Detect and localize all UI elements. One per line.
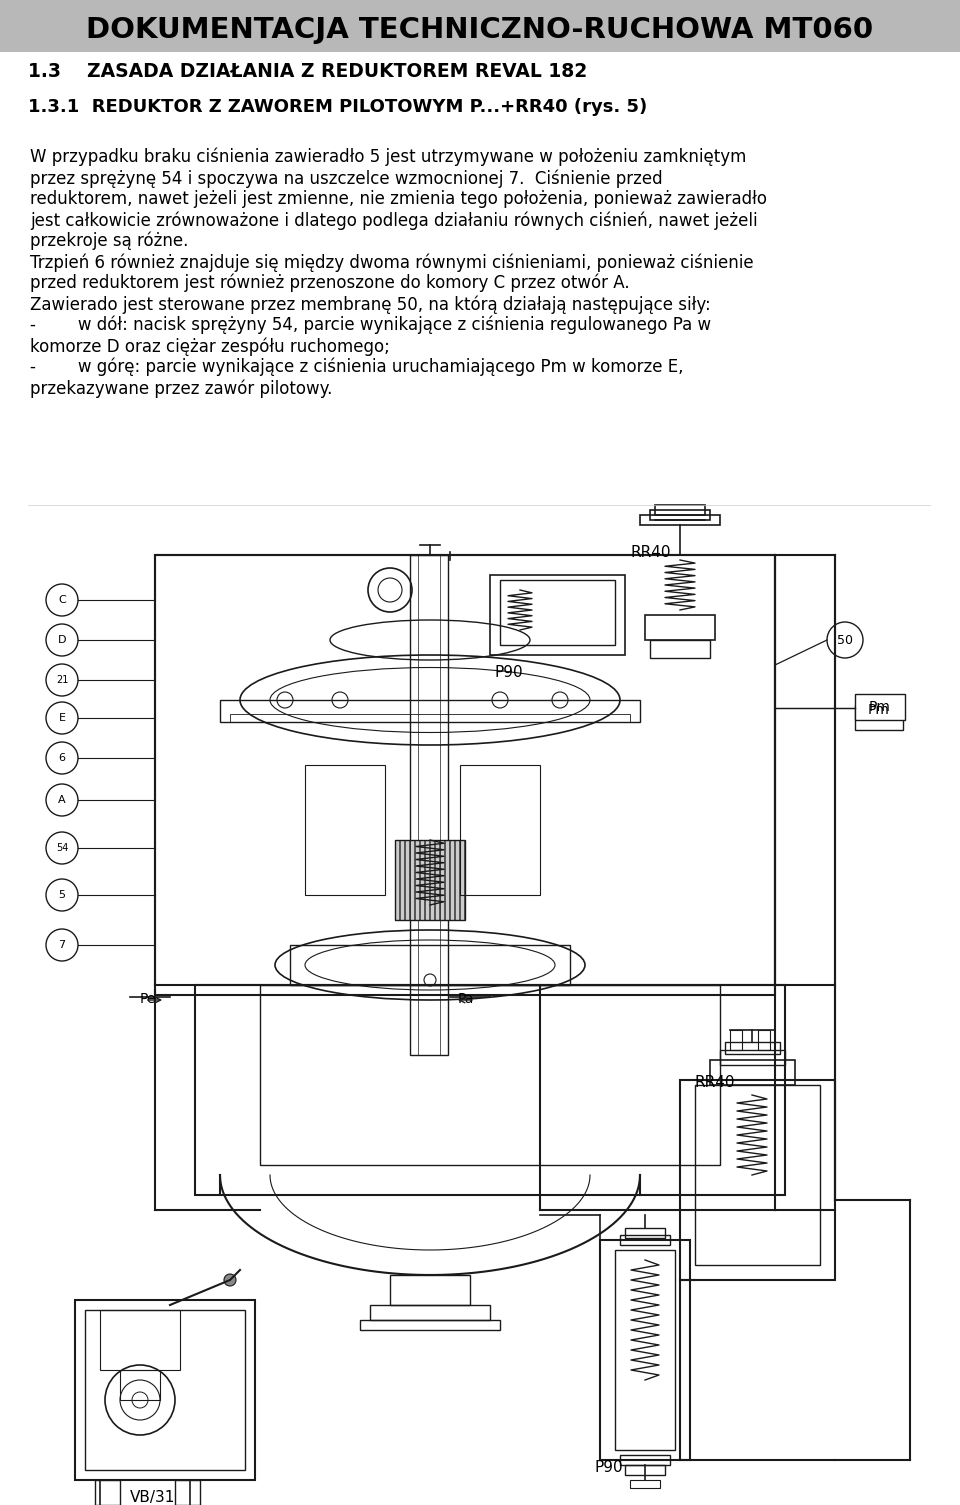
Bar xyxy=(500,579,615,646)
Text: komorze D oraz ciężar zespółu ruchomego;: komorze D oraz ciężar zespółu ruchomego; xyxy=(30,337,390,355)
Text: 54: 54 xyxy=(56,843,68,853)
Bar xyxy=(405,840,409,920)
Bar xyxy=(410,840,414,920)
Bar xyxy=(445,840,449,920)
Bar xyxy=(360,1320,500,1330)
Text: W przypadku braku ciśnienia zawieradło 5 jest utrzymywane w położeniu zamkniętym: W przypadku braku ciśnienia zawieradło 5… xyxy=(30,147,746,167)
Text: Pa: Pa xyxy=(458,992,474,1005)
Bar xyxy=(220,700,640,722)
Bar xyxy=(630,1479,660,1488)
Bar xyxy=(370,1305,490,1320)
Bar xyxy=(725,1041,780,1053)
Text: jest całkowicie zrównoważone i dlatego podlega działaniu równych ciśnień, nawet : jest całkowicie zrównoważone i dlatego p… xyxy=(30,211,757,229)
Bar xyxy=(720,1050,785,1066)
Bar xyxy=(120,1370,160,1400)
Bar xyxy=(600,1240,690,1460)
Bar xyxy=(420,840,424,920)
Bar xyxy=(855,704,903,730)
Bar xyxy=(175,1479,200,1505)
Bar xyxy=(395,840,399,920)
Text: przed reduktorem jest również przenoszone do komory C przez otwór A.: przed reduktorem jest również przenoszon… xyxy=(30,274,630,292)
Bar xyxy=(410,555,448,1055)
Text: -        w górę: parcie wynikające z ciśnienia uruchamiającego Pm w komorze E,: - w górę: parcie wynikające z ciśnienia … xyxy=(30,358,684,376)
Bar xyxy=(695,1085,820,1266)
Text: 5: 5 xyxy=(59,889,65,900)
Text: przekazywane przez zawór pilotowy.: przekazywane przez zawór pilotowy. xyxy=(30,379,332,397)
Bar xyxy=(400,840,404,920)
Bar xyxy=(645,616,715,640)
Bar xyxy=(625,1464,665,1475)
Bar xyxy=(195,984,785,1195)
Text: Pm: Pm xyxy=(868,703,890,716)
Bar xyxy=(655,506,705,515)
Text: reduktorem, nawet jeżeli jest zmienne, nie zmienia tego położenia, ponieważ zawi: reduktorem, nawet jeżeli jest zmienne, n… xyxy=(30,190,767,208)
Bar xyxy=(390,1275,470,1305)
Bar xyxy=(855,694,905,719)
Bar xyxy=(430,840,434,920)
Text: P90: P90 xyxy=(595,1460,624,1475)
Text: Trzpień 6 również znajduje się między dwoma równymi ciśnieniami, ponieważ ciśnie: Trzpień 6 również znajduje się między dw… xyxy=(30,253,754,271)
Bar xyxy=(0,0,960,53)
Bar xyxy=(650,640,710,658)
Text: 1.3    ZASADA DZIAŁANIA Z REDUKTOREM REVAL 182: 1.3 ZASADA DZIAŁANIA Z REDUKTOREM REVAL … xyxy=(28,62,588,81)
Text: 7: 7 xyxy=(59,941,65,950)
Circle shape xyxy=(224,1275,236,1285)
Text: E: E xyxy=(59,713,65,722)
Bar xyxy=(230,713,630,722)
Bar xyxy=(155,555,775,995)
Text: Pe: Pe xyxy=(140,992,156,1005)
Bar xyxy=(620,1455,670,1464)
Bar xyxy=(305,765,385,895)
Bar xyxy=(260,984,720,1165)
Bar xyxy=(460,765,540,895)
Bar xyxy=(418,555,440,1055)
Bar xyxy=(95,1479,120,1505)
Bar xyxy=(450,840,454,920)
Bar xyxy=(640,515,720,525)
Bar xyxy=(440,840,444,920)
Text: przekroje są różne.: przekroje są różne. xyxy=(30,232,188,250)
Bar xyxy=(615,1251,675,1449)
Bar xyxy=(395,840,465,920)
Bar xyxy=(758,1029,770,1050)
Bar xyxy=(75,1300,255,1479)
Text: Pm: Pm xyxy=(869,700,891,713)
Text: RR40: RR40 xyxy=(695,1075,735,1090)
Bar xyxy=(435,840,439,920)
Text: -        w dół: nacisk sprężyny 54, parcie wynikające z ciśnienia regulowanego P: - w dół: nacisk sprężyny 54, parcie wyni… xyxy=(30,316,711,334)
Bar xyxy=(620,1236,670,1245)
Text: RR40: RR40 xyxy=(630,545,670,560)
Bar xyxy=(625,1228,665,1239)
Bar xyxy=(650,510,710,521)
Bar xyxy=(710,1060,795,1085)
Text: C: C xyxy=(59,594,66,605)
Text: przez sprężynę 54 i spoczywa na uszczelce wzmocnionej 7.  Ciśnienie przed: przez sprężynę 54 i spoczywa na uszczelc… xyxy=(30,169,662,188)
Text: Zawierado jest sterowane przez membranę 50, na którą działają następujące siły:: Zawierado jest sterowane przez membranę … xyxy=(30,295,710,313)
Text: 50: 50 xyxy=(837,634,853,647)
Text: D: D xyxy=(58,635,66,646)
Text: DOKUMENTACJA TECHNICZNO-RUCHOWA MT060: DOKUMENTACJA TECHNICZNO-RUCHOWA MT060 xyxy=(86,17,874,44)
Bar xyxy=(460,840,464,920)
Bar xyxy=(85,1309,245,1470)
Bar xyxy=(290,945,570,984)
Text: VB/31: VB/31 xyxy=(130,1490,176,1505)
Text: P90: P90 xyxy=(495,665,523,680)
Text: 6: 6 xyxy=(59,752,65,763)
Bar xyxy=(415,840,419,920)
Bar xyxy=(100,1309,180,1370)
Text: 1.3.1  REDUKTOR Z ZAWOREM PILOTOWYM P...+RR40 (rys. 5): 1.3.1 REDUKTOR Z ZAWOREM PILOTOWYM P...+… xyxy=(28,98,647,116)
Text: A: A xyxy=(59,795,66,805)
Bar xyxy=(730,1029,742,1050)
Bar xyxy=(425,840,429,920)
Text: 21: 21 xyxy=(56,676,68,685)
Bar xyxy=(680,1081,835,1279)
Bar xyxy=(490,575,625,655)
Bar xyxy=(455,840,459,920)
